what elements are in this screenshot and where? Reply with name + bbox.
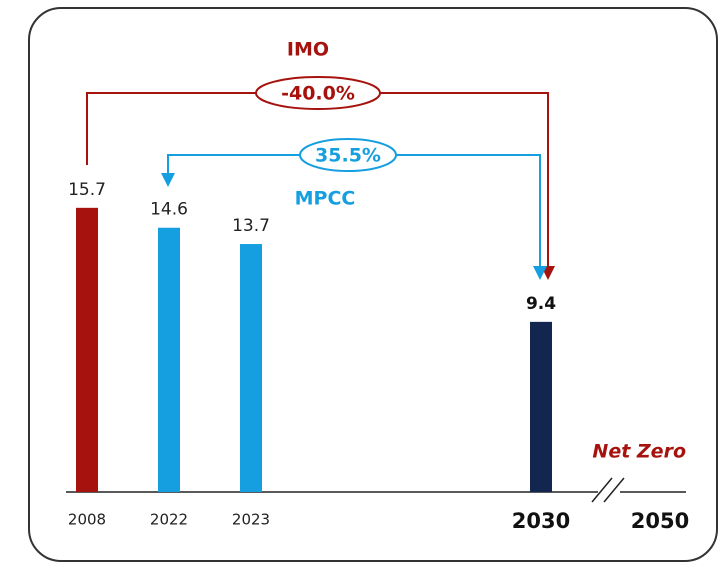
imo-label: IMO [287,39,329,61]
value-label: 14.6 [150,200,188,220]
mpcc-arrow [167,154,541,268]
mpcc-change: 35.5% [315,145,381,167]
mpcc-label: MPCC [295,188,356,210]
value-label: 13.7 [232,216,270,236]
bar [76,207,98,492]
x-tick-label: 2030 [512,509,570,533]
x-tick-label: 2008 [68,511,106,529]
bar [240,244,262,492]
axis-break-gap [598,480,620,504]
bar [530,321,552,492]
bar [158,227,180,493]
net-zero-label: Net Zero [592,441,686,463]
imo-badge [255,76,381,110]
mpcc-arrowhead [533,266,547,280]
mpcc-badge [299,138,397,172]
axis-break [603,477,625,503]
frame [28,7,718,562]
imo-change: -40.0% [281,83,355,105]
x-tick-label: 2023 [232,511,270,529]
imo-arrow [86,92,549,268]
x-tick-label: 2022 [150,511,188,529]
value-label: 15.7 [68,180,106,200]
axis-break [591,477,613,503]
mpcc-arrowhead [161,173,175,187]
value-label: 9.4 [526,294,556,314]
x-tick-label: 2050 [631,509,689,533]
